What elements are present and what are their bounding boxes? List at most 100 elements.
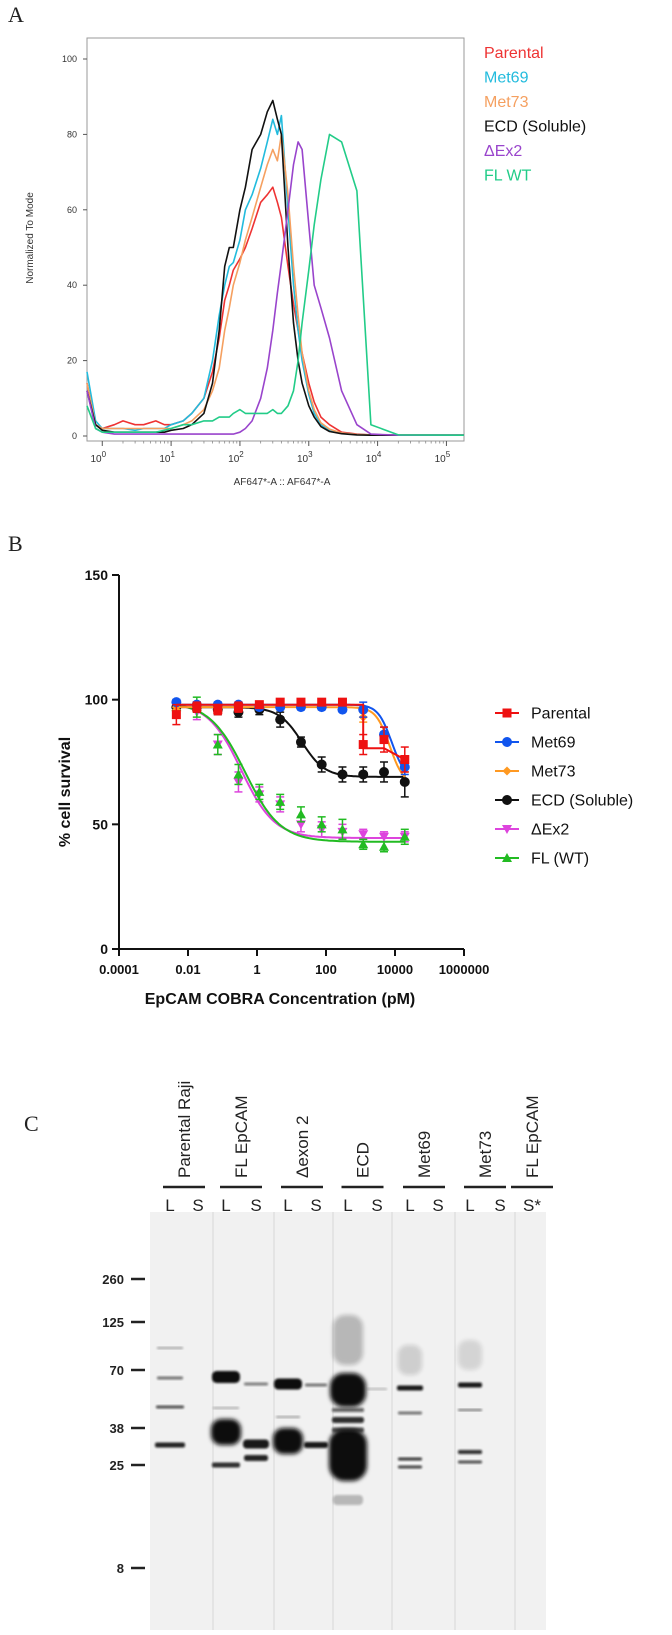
histogram-x-axis: 100 101 102 103 104 105 <box>90 441 451 465</box>
ladder-marker-label: 125 <box>102 1315 124 1330</box>
data-point <box>233 769 244 779</box>
survival-x-axis-label: EpCAM COBRA Concentration (pM) <box>145 991 416 1008</box>
blot-band <box>212 1371 240 1383</box>
blot-band <box>211 1419 241 1445</box>
blot-group-label: FL EpCAM <box>523 1095 542 1178</box>
survival-legend-entry: Met69 <box>531 735 576 752</box>
histogram-plot-frame <box>86 37 465 442</box>
x-tick-label: 103 <box>297 450 313 465</box>
x-tick-label: 10000 <box>377 962 413 977</box>
blot-band <box>458 1409 482 1411</box>
data-point <box>379 735 389 745</box>
blot-band <box>212 1462 240 1468</box>
data-point <box>337 704 348 715</box>
data-point <box>192 702 202 712</box>
x-tick-exponent: 5 <box>446 450 451 459</box>
blot-band <box>157 1376 183 1380</box>
data-point <box>400 755 410 765</box>
blot-band <box>398 1345 422 1375</box>
survival-legend-entry: ECD (Soluble) <box>531 793 633 810</box>
blot-band <box>367 1388 387 1390</box>
blot-band <box>332 1417 364 1423</box>
y-tick-label: 0 <box>100 941 108 957</box>
data-point <box>379 832 390 842</box>
data-point <box>275 714 286 725</box>
blot-band <box>156 1405 184 1409</box>
blot-band <box>244 1455 268 1461</box>
legend-marker <box>502 795 512 805</box>
fit-curve <box>176 703 405 843</box>
blot-band <box>398 1411 422 1415</box>
panel-a-label: A <box>8 2 24 27</box>
data-point <box>358 839 369 849</box>
histogram-y-axis: 0 20 40 60 80 100 <box>62 54 87 441</box>
x-tick-label: 0.01 <box>175 962 200 977</box>
data-point <box>337 697 347 707</box>
x-tick-exponent: 3 <box>308 450 313 459</box>
blot-band <box>398 1465 422 1469</box>
panel-c-label: C <box>24 1111 39 1136</box>
survival-legend-entry: ΔEx2 <box>531 822 569 839</box>
blot-lane-label: S <box>250 1196 261 1215</box>
y-tick-label: 0 <box>72 431 77 441</box>
x-tick-label: 101 <box>159 450 175 465</box>
data-point <box>254 700 264 710</box>
blot-band <box>333 1315 363 1365</box>
blot-band <box>157 1347 183 1349</box>
x-tick-label: 100 <box>315 962 337 977</box>
data-point <box>233 702 243 712</box>
histogram-legend: Parental Met69 Met73 ECD (Soluble) ΔEx2 FL WT <box>484 45 586 185</box>
blot-band <box>397 1385 423 1391</box>
blot-band <box>274 1378 302 1390</box>
blot-band <box>332 1408 364 1412</box>
blot-lane-label: L <box>405 1196 414 1215</box>
histogram-curves <box>86 99 465 437</box>
blot-lane-label: L <box>343 1196 352 1215</box>
y-tick-label: 100 <box>62 54 77 64</box>
data-point <box>317 697 327 707</box>
blot-lane-label: S <box>494 1196 505 1215</box>
blot-band <box>458 1460 482 1464</box>
x-tick-label: 1 <box>253 962 260 977</box>
blot-band <box>276 1416 300 1418</box>
survival-axes: 0 50 100 150 0.0001 0.01 1 100 10000 1000000 <box>85 567 490 977</box>
y-tick-label: 80 <box>67 129 77 139</box>
ladder-marker-label: 260 <box>102 1272 124 1287</box>
y-tick-label: 60 <box>67 205 77 215</box>
histogram-legend-entry: ECD (Soluble) <box>484 119 586 136</box>
survival-series-2 <box>171 702 410 778</box>
histogram-legend-entry: FL WT <box>484 168 532 185</box>
data-point <box>213 705 223 715</box>
data-point <box>379 841 390 851</box>
fit-curve <box>176 703 406 761</box>
blot-band <box>329 1429 367 1481</box>
data-point <box>295 809 306 819</box>
data-point <box>316 759 327 770</box>
histogram-y-axis-label: Normalized To Mode <box>25 192 36 284</box>
data-point <box>254 786 265 796</box>
blot-band <box>398 1457 422 1461</box>
survival-y-axis-label: % cell survival <box>57 737 74 847</box>
data-point <box>399 776 410 787</box>
fit-curve <box>176 706 405 778</box>
histogram-x-axis-label: AF647*-A :: AF647*-A <box>234 477 331 488</box>
blot-band <box>244 1382 268 1386</box>
legend-marker <box>502 853 512 862</box>
data-point <box>358 830 369 840</box>
data-point <box>399 831 410 841</box>
blot-band <box>304 1442 328 1448</box>
data-point <box>316 819 327 829</box>
y-tick-label: 50 <box>92 816 108 832</box>
blot-lane-label: L <box>283 1196 292 1215</box>
blot-group-label: Δexon 2 <box>293 1116 312 1178</box>
data-point <box>171 710 181 720</box>
data-point <box>379 766 390 777</box>
blot-lane-label: L <box>221 1196 230 1215</box>
survival-legend: Parental Met69 Met73 ECD (Soluble) ΔEx2 FL (W… <box>495 706 633 868</box>
legend-marker <box>502 737 512 747</box>
survival-legend-entry: Met73 <box>531 764 576 781</box>
panel-b: B 0 50 100 150 0.0001 0.01 1 100 10000 1000000 % … <box>8 531 633 1008</box>
